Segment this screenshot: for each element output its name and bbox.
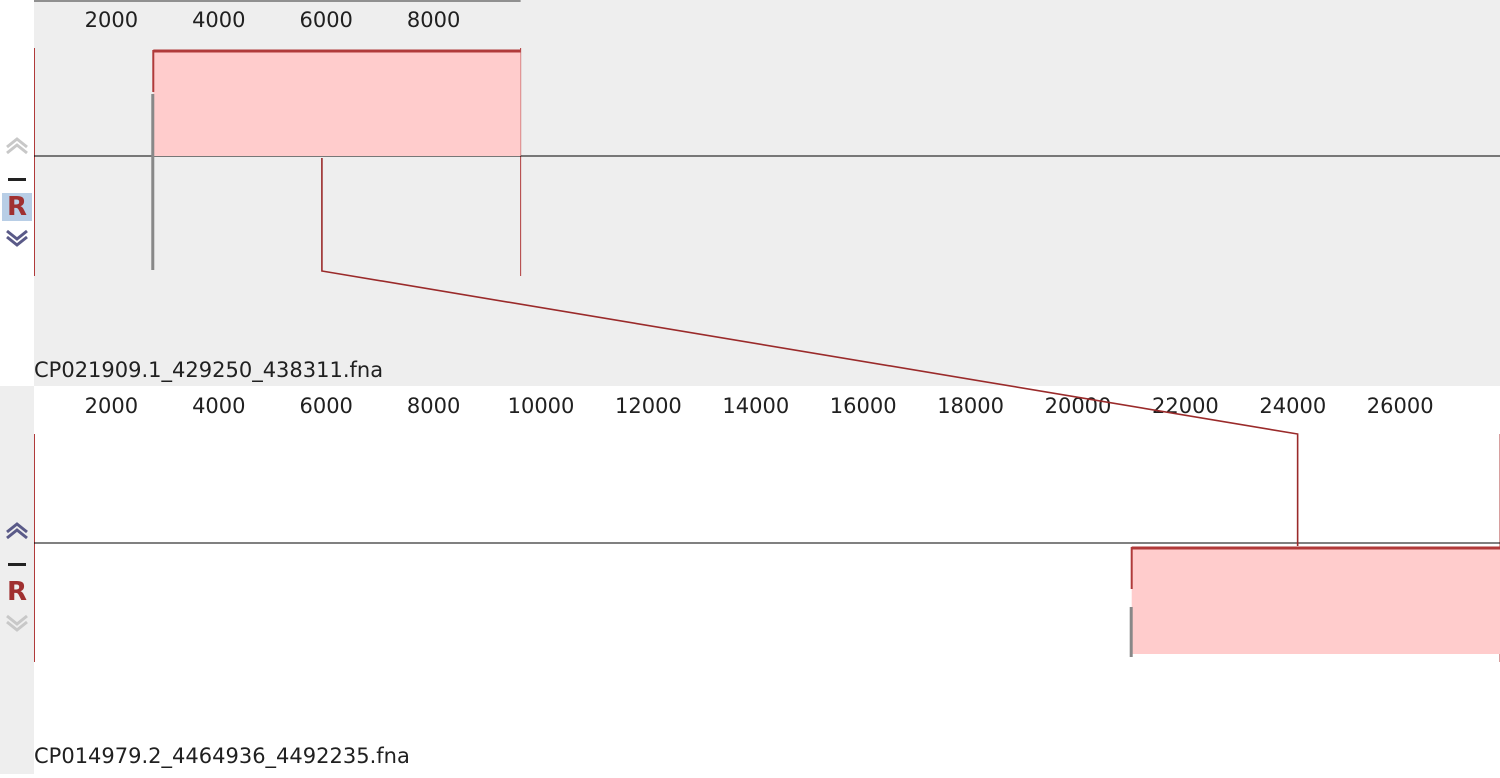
reset-label: R [6, 577, 28, 607]
axis-tick-label: 8000 [407, 394, 460, 418]
lcb-block [1131, 547, 1500, 654]
minus-icon [8, 178, 26, 181]
reset-zoom-button-bottom[interactable]: R [2, 578, 32, 606]
chevron-down-icon [6, 614, 28, 632]
axis-tick-label: 20000 [1045, 394, 1112, 418]
sequence-name-top: CP021909.1_429250_438311.fna [34, 358, 384, 382]
genome-track-bottom[interactable]: 2000 4000 6000 8000 10000 12000 14000 16000 1800… [34, 386, 1500, 774]
axis-tick-label: 4000 [192, 394, 245, 418]
axis-tick-label: 18000 [937, 394, 1004, 418]
minus-icon [8, 563, 26, 566]
hide-genome-button-top[interactable] [2, 166, 32, 192]
lcb-block [153, 50, 521, 156]
reset-zoom-button-top[interactable]: R [2, 193, 32, 221]
genome-controls-top: R [0, 0, 34, 386]
axis-tick-label: 16000 [830, 394, 897, 418]
move-down-button-top[interactable] [2, 226, 32, 252]
genome-track-top[interactable]: 2000 4000 6000 8000 [34, 0, 1500, 386]
axis-tick-label: 22000 [1152, 394, 1219, 418]
axis-tick-label: 14000 [722, 394, 789, 418]
chevron-up-icon [6, 137, 28, 155]
axis-tick-label: 24000 [1259, 394, 1326, 418]
move-down-button-bottom[interactable] [2, 611, 32, 637]
genome-track-canvas-top[interactable]: 2000 4000 6000 8000 [34, 0, 1500, 386]
axis-tick-label: 6000 [299, 394, 352, 418]
genome-track-canvas-bottom[interactable]: 2000 4000 6000 8000 10000 12000 14000 16000 1800… [34, 386, 1500, 774]
axis-tick-label: 4000 [192, 8, 245, 32]
axis-tick-label: 8000 [407, 8, 460, 32]
reset-label: R [6, 192, 28, 222]
move-up-button-top[interactable] [2, 132, 32, 158]
axis-tick-label: 6000 [299, 8, 352, 32]
axis-tick-label: 26000 [1367, 394, 1434, 418]
hide-genome-button-bottom[interactable] [2, 551, 32, 577]
axis-tick-label: 10000 [508, 394, 575, 418]
axis-tick-label: 2000 [85, 8, 138, 32]
genome-panel-bottom: R 2000 4000 6000 8000 10000 12000 14000 16000 18… [0, 386, 1500, 774]
genome-controls-bottom: R [0, 386, 34, 774]
axis-tick-label: 12000 [615, 394, 682, 418]
move-up-button-bottom[interactable] [2, 517, 32, 543]
axis-tick-label: 2000 [85, 394, 138, 418]
chevron-up-icon [6, 522, 28, 540]
sequence-name-bottom: CP014979.2_4464936_4492235.fna [34, 744, 410, 768]
genome-panel-top: R 2000 4000 6000 8000 CP021909.1_429250_438… [0, 0, 1500, 386]
chevron-down-icon [6, 229, 28, 247]
